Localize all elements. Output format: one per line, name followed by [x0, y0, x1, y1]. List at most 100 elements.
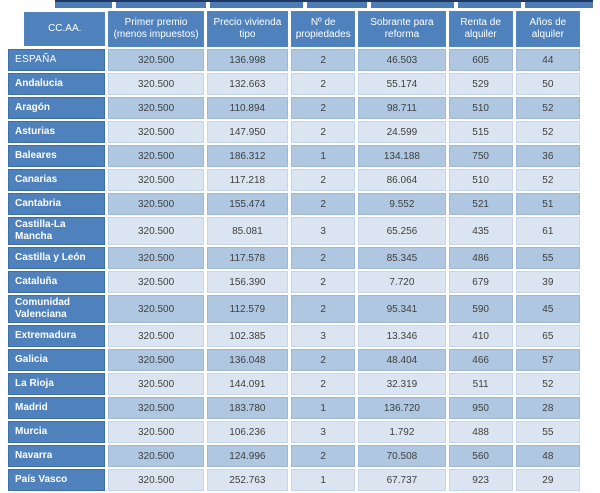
value-cell: 117.218	[206, 169, 289, 191]
region-cell: Madrid	[8, 397, 106, 419]
value-cell: 124.996	[206, 445, 289, 467]
value-cell: 144.091	[206, 373, 289, 395]
value-cell: 521	[448, 193, 513, 215]
value-cell: 7.720	[358, 271, 446, 293]
header-ccaa-label: CC.AA.	[48, 23, 82, 34]
region-cell: Aragón	[8, 97, 106, 119]
value-cell: 410	[448, 325, 513, 347]
value-cell: 67.737	[358, 469, 446, 491]
value-cell: 515	[448, 121, 513, 143]
value-cell: 252.763	[206, 469, 289, 491]
region-cell: Asturias	[8, 121, 106, 143]
value-cell: 112.579	[206, 295, 289, 323]
value-cell: 560	[448, 445, 513, 467]
table-row: Andalucia 320.500 132.663 2 55.174 529 50	[8, 73, 580, 95]
table-row: Comunidad Valenciana 320.500 112.579 2 95.34…	[8, 295, 580, 323]
region-cell: Navarra	[8, 445, 106, 467]
value-cell: 320.500	[108, 193, 204, 215]
value-cell: 320.500	[108, 445, 204, 467]
value-cell: 57	[515, 349, 580, 371]
value-cell: 65.256	[358, 217, 446, 245]
value-cell: 488	[448, 421, 513, 443]
table-row: Navarra 320.500 124.996 2 70.508 560 48	[8, 445, 580, 467]
value-cell: 510	[448, 169, 513, 191]
header-primer-premio: Primer premio (menos impuestos)	[108, 11, 204, 47]
value-cell: 2	[291, 295, 356, 323]
region-cell: Murcia	[8, 421, 106, 443]
region-cell: ESPAÑA	[8, 49, 106, 71]
value-cell: 52	[515, 97, 580, 119]
table-row: Extremadura 320.500 102.385 3 13.346 410 65	[8, 325, 580, 347]
value-cell: 3	[291, 217, 356, 245]
value-cell: 3	[291, 325, 356, 347]
value-cell: 320.500	[108, 295, 204, 323]
table-row: Canarias 320.500 117.218 2 86.064 510 52	[8, 169, 580, 191]
value-cell: 147.950	[206, 121, 289, 143]
value-cell: 2	[291, 121, 356, 143]
table-row: Aragón 320.500 110.894 2 98.711 510 52	[8, 97, 580, 119]
table-row: Castilla-La Mancha 320.500 85.081 3 65.256 43…	[8, 217, 580, 245]
value-cell: 52	[515, 373, 580, 395]
value-cell: 320.500	[108, 121, 204, 143]
value-cell: 950	[448, 397, 513, 419]
region-cell: Extremadura	[8, 325, 106, 347]
value-cell: 320.500	[108, 49, 204, 71]
value-cell: 590	[448, 295, 513, 323]
value-cell: 9.552	[358, 193, 446, 215]
value-cell: 55	[515, 247, 580, 269]
value-cell: 134.188	[358, 145, 446, 167]
value-cell: 32.319	[358, 373, 446, 395]
value-cell: 923	[448, 469, 513, 491]
value-cell: 55.174	[358, 73, 446, 95]
table-row: La Rioja 320.500 144.091 2 32.319 511 52	[8, 373, 580, 395]
value-cell: 117.578	[206, 247, 289, 269]
header-anos-alquiler: Años de alquiler	[515, 11, 580, 47]
value-cell: 486	[448, 247, 513, 269]
value-cell: 39	[515, 271, 580, 293]
value-cell: 3	[291, 421, 356, 443]
value-cell: 320.500	[108, 469, 204, 491]
value-cell: 320.500	[108, 217, 204, 245]
value-cell: 1	[291, 397, 356, 419]
value-cell: 320.500	[108, 145, 204, 167]
region-cell: Galicia	[8, 349, 106, 371]
value-cell: 102.385	[206, 325, 289, 347]
table-row: Cantabria 320.500 155.474 2 9.552 521 51	[8, 193, 580, 215]
value-cell: 320.500	[108, 349, 204, 371]
header-num-propiedades: Nº de propiedades	[291, 11, 356, 47]
value-cell: 679	[448, 271, 513, 293]
value-cell: 95.341	[358, 295, 446, 323]
value-cell: 320.500	[108, 421, 204, 443]
value-cell: 511	[448, 373, 513, 395]
value-cell: 320.500	[108, 325, 204, 347]
value-cell: 183.780	[206, 397, 289, 419]
value-cell: 28	[515, 397, 580, 419]
table-row: Baleares 320.500 186.312 1 134.188 750 36	[8, 145, 580, 167]
value-cell: 36	[515, 145, 580, 167]
value-cell: 85.345	[358, 247, 446, 269]
header-precio-vivienda: Precio vivienda tipo	[206, 11, 289, 47]
value-cell: 2	[291, 445, 356, 467]
value-cell: 1	[291, 469, 356, 491]
value-cell: 750	[448, 145, 513, 167]
value-cell: 86.064	[358, 169, 446, 191]
table-row: Cataluña 320.500 156.390 2 7.720 679 39	[8, 271, 580, 293]
value-cell: 320.500	[108, 169, 204, 191]
value-cell: 48	[515, 445, 580, 467]
value-cell: 2	[291, 247, 356, 269]
region-cell: Baleares	[8, 145, 106, 167]
value-cell: 435	[448, 217, 513, 245]
value-cell: 2	[291, 169, 356, 191]
value-cell: 70.508	[358, 445, 446, 467]
value-cell: 2	[291, 373, 356, 395]
value-cell: 65	[515, 325, 580, 347]
value-cell: 529	[448, 73, 513, 95]
value-cell: 605	[448, 49, 513, 71]
value-cell: 110.894	[206, 97, 289, 119]
value-cell: 186.312	[206, 145, 289, 167]
header-renta-alquiler: Renta de alquiler	[448, 11, 513, 47]
value-cell: 2	[291, 97, 356, 119]
value-cell: 320.500	[108, 397, 204, 419]
cropped-row-artifact	[55, 0, 593, 10]
value-cell: 46.503	[358, 49, 446, 71]
